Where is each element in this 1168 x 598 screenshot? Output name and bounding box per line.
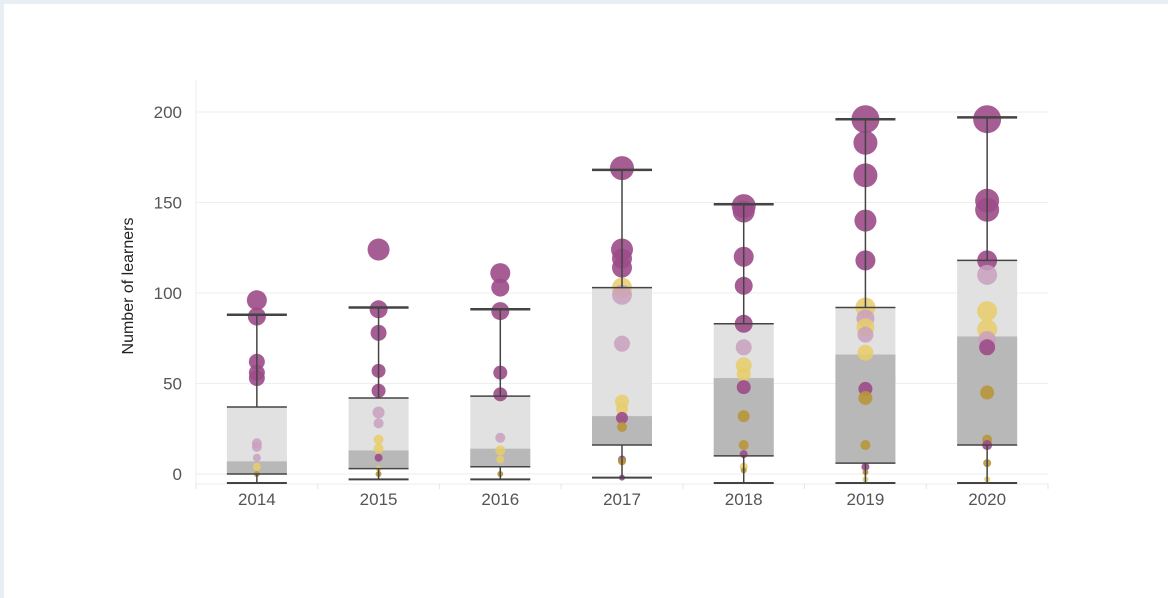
data-point	[737, 410, 750, 423]
x-tick-label: 2014	[238, 490, 276, 509]
data-point	[857, 344, 874, 361]
data-point	[980, 385, 995, 400]
data-point	[857, 326, 874, 343]
data-point	[617, 421, 627, 432]
data-point	[495, 432, 506, 443]
x-tick-label: 2015	[360, 490, 398, 509]
data-point	[616, 411, 628, 424]
data-point	[735, 339, 752, 356]
y-axis-ticks: 0 50 100 150 200	[154, 103, 182, 484]
y-tick-label: 100	[154, 284, 182, 303]
data-point	[373, 418, 384, 429]
data-point	[490, 263, 511, 284]
data-point	[977, 264, 998, 285]
data-point	[858, 390, 873, 405]
y-tick-label: 150	[154, 194, 182, 213]
x-tick-label: 2016	[481, 490, 519, 509]
data-point	[491, 278, 510, 297]
y-axis-title: Number of learners	[120, 218, 137, 355]
y-tick-label: 50	[163, 375, 182, 394]
x-tick-label: 2017	[603, 490, 641, 509]
x-tick-label: 2020	[968, 490, 1006, 509]
x-tick-label: 2019	[847, 490, 885, 509]
data-point	[979, 339, 996, 356]
data-point	[738, 440, 749, 451]
data-point	[251, 441, 262, 452]
data-point	[612, 284, 632, 305]
x-axis-ticks: 2014 2015 2016 2017 2018 2019 2020	[238, 490, 1006, 509]
y-tick-label: 200	[154, 103, 182, 122]
data-point	[495, 445, 506, 456]
box-plot-chart: 0 50 100 150 200 2014 2015 2016 2017 2018 2019 202…	[120, 80, 1049, 509]
data-point	[374, 453, 383, 462]
data-point	[496, 455, 505, 464]
data-point	[252, 462, 261, 471]
data-point	[616, 402, 628, 415]
data-point	[252, 453, 261, 462]
data-point	[736, 380, 751, 395]
data-point	[610, 156, 634, 181]
data-point	[736, 367, 751, 382]
data-point	[373, 434, 384, 445]
y-tick-label: 0	[173, 465, 182, 484]
x-tick-label: 2018	[725, 490, 763, 509]
data-point	[977, 301, 998, 322]
data-point	[367, 238, 390, 261]
data-point	[860, 440, 871, 451]
whiskers-layer	[226, 116, 1018, 485]
data-point	[246, 290, 267, 311]
data-point	[372, 406, 385, 419]
chart-canvas: 0 50 100 150 200 2014 2015 2016 2017 2018 2019 202…	[4, 4, 1168, 598]
data-point	[614, 335, 630, 352]
data-point	[373, 443, 384, 454]
